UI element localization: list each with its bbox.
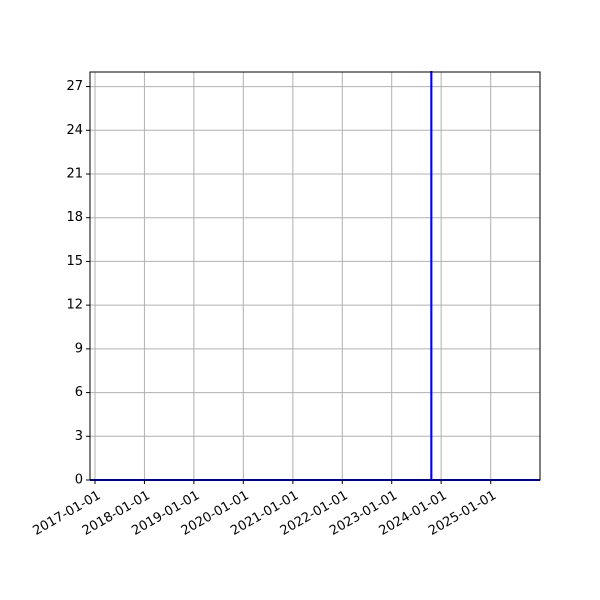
y-axis: 0 3 6 9 12 15 18 21 24 27: [66, 79, 90, 488]
y-tick-label: 24: [66, 123, 83, 138]
y-tick-label: 6: [75, 385, 83, 400]
y-tick-label: 27: [66, 79, 83, 94]
y-tick-label: 18: [66, 210, 83, 225]
y-tick-label: 21: [66, 167, 83, 182]
y-tick-label: 12: [66, 298, 83, 313]
y-tick-label: 9: [75, 341, 83, 356]
plot-frame: [89, 71, 541, 481]
y-tick-label: 0: [75, 473, 83, 488]
y-tick-label: 3: [75, 429, 83, 444]
y-tick-label: 15: [66, 254, 83, 269]
